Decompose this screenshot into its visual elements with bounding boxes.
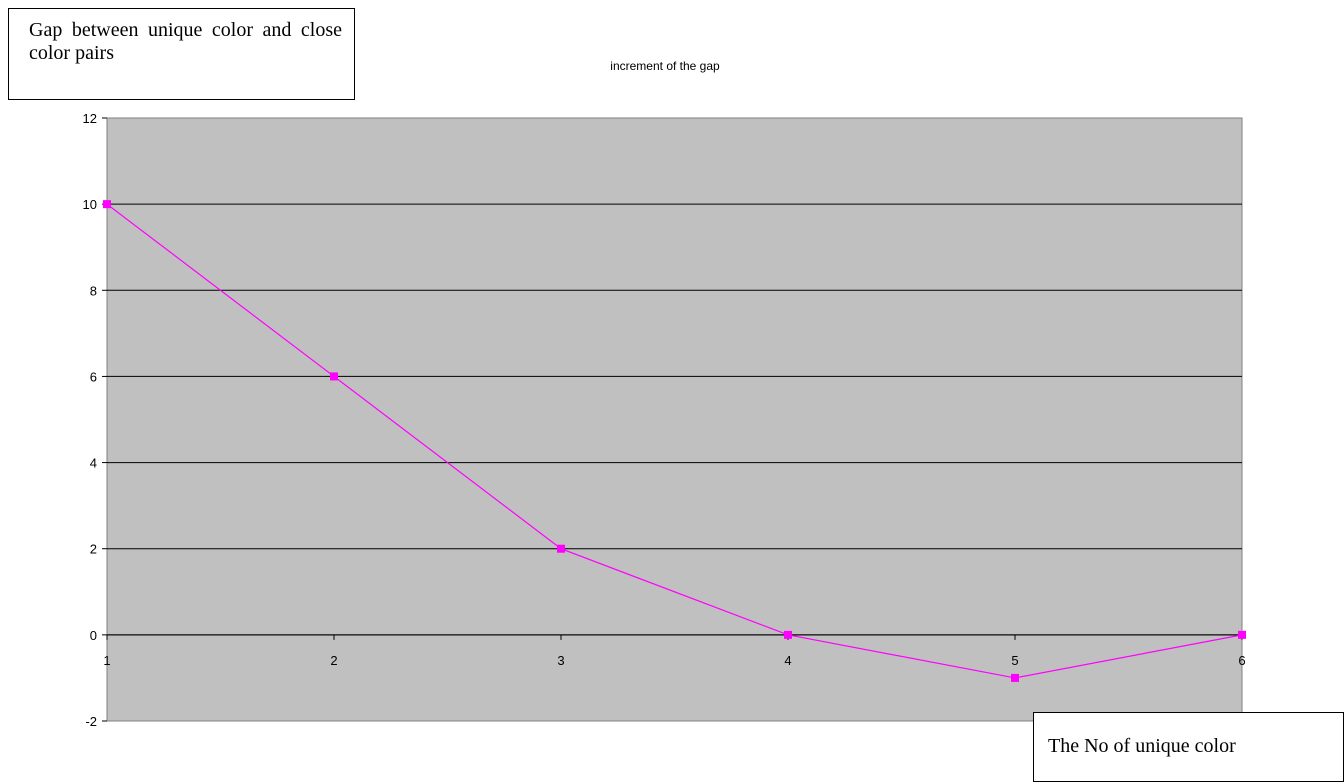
gridlines xyxy=(107,203,1242,636)
x-tick-label: 6 xyxy=(1238,653,1245,668)
x-axis-label: The No of unique color xyxy=(1048,735,1236,757)
y-tick-label: 2 xyxy=(90,542,97,557)
x-tick-label: 4 xyxy=(784,653,791,668)
data-point xyxy=(1238,630,1246,639)
chart-title: increment of the gap xyxy=(610,59,720,73)
x-tick-label: 2 xyxy=(330,653,337,668)
x-tick-label: 1 xyxy=(103,653,110,668)
y-tick-label: -2 xyxy=(85,714,97,729)
y-axis-ticks: -2 0 2 4 6 8 10 12 xyxy=(83,111,107,729)
y-axis-label-box: Gap between unique color and close color… xyxy=(8,8,355,100)
y-axis-label: Gap between unique color and close color… xyxy=(29,19,342,64)
x-tick-label: 3 xyxy=(557,653,564,668)
y-tick-label: 6 xyxy=(90,369,97,384)
data-point xyxy=(103,200,111,209)
y-tick-label: 10 xyxy=(83,197,97,212)
y-tick-label: 12 xyxy=(83,111,97,126)
x-axis-ticks: 1 2 3 4 5 6 xyxy=(103,634,1246,668)
data-point xyxy=(784,630,792,639)
data-point xyxy=(1011,673,1019,682)
series-points xyxy=(103,200,1246,682)
plot-area xyxy=(106,117,1243,722)
x-tick-label: 5 xyxy=(1011,653,1018,668)
y-tick-label: 4 xyxy=(90,456,97,471)
series-line xyxy=(106,203,1243,679)
data-point xyxy=(557,544,565,553)
y-tick-label: 8 xyxy=(90,283,97,298)
data-point xyxy=(330,372,338,381)
y-tick-label: 0 xyxy=(90,628,97,643)
x-axis-label-box: The No of unique color xyxy=(1033,712,1344,782)
